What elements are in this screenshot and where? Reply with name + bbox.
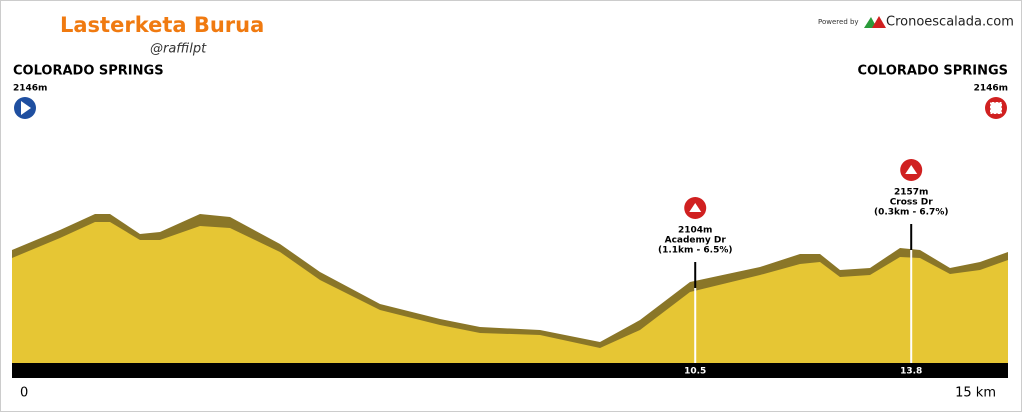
climb-name: Academy Dr (665, 236, 727, 246)
axis-start: 0 (20, 386, 28, 401)
title: Lasterketa Burua (60, 13, 264, 37)
climb-elevation: 2157m (894, 188, 928, 198)
climb-km: 10.5 (684, 367, 706, 377)
distance-bar (12, 363, 1008, 378)
climb-detail: (1.1km - 6.5%) (658, 246, 733, 256)
climb-name: Cross Dr (890, 198, 934, 208)
start-elevation: 2146m (13, 84, 47, 94)
start-icon-arrow (21, 101, 31, 115)
climb-icon-peak (689, 203, 702, 212)
climb-elevation: 2104m (678, 226, 712, 236)
climb-icon-peak (905, 165, 918, 174)
axis-end: 15 km (955, 386, 996, 401)
powered-by: Powered by (818, 18, 859, 26)
finish-name: COLORADO SPRINGS (857, 64, 1008, 79)
brand: Cronoescalada.com (886, 15, 1014, 30)
climb-detail: (0.3km - 6.7%) (874, 208, 949, 218)
logo (872, 16, 886, 28)
finish-elevation: 2146m (974, 84, 1008, 94)
climb-km: 13.8 (900, 367, 922, 377)
terrain (12, 222, 1008, 363)
finish-flag (989, 101, 1003, 115)
start-name: COLORADO SPRINGS (13, 64, 164, 79)
author: @raffilpt (150, 42, 207, 57)
